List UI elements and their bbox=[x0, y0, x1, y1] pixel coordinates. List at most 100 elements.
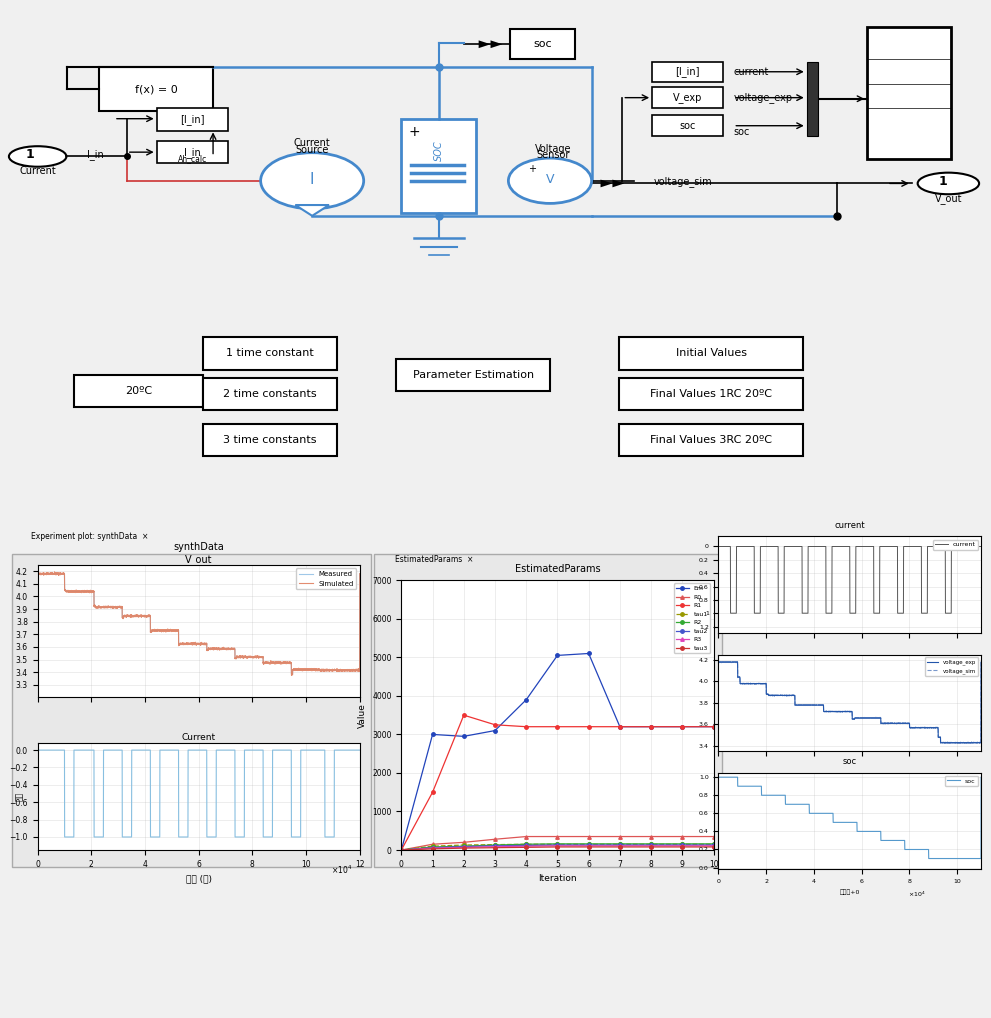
Em bbox=[708, 721, 719, 733]
Text: +: + bbox=[408, 125, 420, 139]
current bbox=[713, 541, 724, 553]
tau3 bbox=[395, 844, 407, 856]
Line: Em: Em bbox=[399, 652, 716, 852]
Legend: soc: soc bbox=[944, 776, 978, 786]
Ellipse shape bbox=[9, 147, 66, 167]
Measured bbox=[169, 624, 181, 636]
Em bbox=[395, 844, 407, 856]
tau1 bbox=[426, 840, 438, 852]
R2 bbox=[395, 844, 407, 856]
R1 bbox=[490, 719, 500, 731]
Text: voltage_sim: voltage_sim bbox=[654, 176, 713, 187]
Line: R0: R0 bbox=[399, 835, 716, 852]
Text: 전류: 전류 bbox=[15, 792, 24, 801]
tau3 bbox=[458, 842, 470, 854]
R0 bbox=[520, 831, 532, 843]
voltage_sim bbox=[825, 705, 836, 718]
Em bbox=[645, 721, 657, 733]
Line: current: current bbox=[718, 547, 981, 613]
FancyBboxPatch shape bbox=[203, 423, 337, 456]
Text: Experiment plot: synthData  ×: Experiment plot: synthData × bbox=[32, 532, 149, 542]
Text: V: V bbox=[546, 173, 554, 185]
tau2 bbox=[676, 839, 688, 851]
tau3 bbox=[583, 841, 595, 853]
soc bbox=[758, 789, 770, 801]
R3 bbox=[520, 840, 532, 852]
tau2 bbox=[426, 842, 438, 854]
current bbox=[724, 607, 736, 619]
tau3 bbox=[426, 843, 438, 855]
Simulated bbox=[328, 664, 340, 676]
Simulated bbox=[169, 624, 181, 636]
Text: Current: Current bbox=[293, 138, 331, 149]
Text: 1: 1 bbox=[26, 149, 34, 161]
Line: Measured: Measured bbox=[38, 574, 360, 674]
Em bbox=[490, 725, 500, 737]
FancyBboxPatch shape bbox=[619, 337, 803, 370]
Text: Voltage: Voltage bbox=[535, 145, 571, 155]
voltage_sim bbox=[742, 677, 754, 689]
tau2 bbox=[490, 840, 500, 852]
tau3 bbox=[708, 841, 719, 853]
FancyBboxPatch shape bbox=[99, 67, 213, 111]
R1 bbox=[613, 721, 626, 733]
tau1 bbox=[645, 838, 657, 850]
voltage_exp bbox=[975, 656, 987, 668]
R3 bbox=[551, 840, 563, 852]
soc bbox=[713, 771, 724, 783]
current bbox=[814, 541, 826, 553]
R0 bbox=[613, 831, 626, 843]
R1 bbox=[551, 721, 563, 733]
Simulated bbox=[32, 567, 44, 579]
FancyBboxPatch shape bbox=[157, 108, 228, 130]
Text: Final Values 1RC 20ºC: Final Values 1RC 20ºC bbox=[650, 389, 772, 399]
R0 bbox=[583, 831, 595, 843]
Simulated bbox=[354, 567, 366, 579]
Line: R3: R3 bbox=[399, 844, 716, 852]
Line: R2: R2 bbox=[399, 842, 716, 852]
voltage_sim bbox=[713, 657, 724, 669]
tau2 bbox=[395, 844, 407, 856]
voltage_exp bbox=[814, 699, 826, 712]
FancyBboxPatch shape bbox=[74, 375, 203, 407]
Text: Initial Values: Initial Values bbox=[676, 348, 746, 358]
Text: 1: 1 bbox=[939, 175, 947, 188]
R3 bbox=[645, 840, 657, 852]
tau2 bbox=[645, 839, 657, 851]
Text: f(x) = 0: f(x) = 0 bbox=[135, 84, 178, 94]
Text: Parameter Estimation: Parameter Estimation bbox=[412, 370, 534, 380]
Title: EstimatedParams: EstimatedParams bbox=[514, 564, 601, 574]
tau2 bbox=[551, 839, 563, 851]
Em bbox=[426, 728, 438, 740]
Simulated bbox=[266, 657, 277, 669]
FancyBboxPatch shape bbox=[807, 61, 818, 136]
tau3 bbox=[676, 841, 688, 853]
tau1 bbox=[708, 838, 719, 850]
R1 bbox=[395, 844, 407, 856]
Text: I_in: I_in bbox=[87, 150, 104, 160]
R2 bbox=[520, 838, 532, 850]
Text: Sensor: Sensor bbox=[536, 151, 570, 160]
Polygon shape bbox=[491, 41, 502, 48]
Polygon shape bbox=[295, 205, 329, 216]
Measured bbox=[354, 568, 366, 580]
voltage_sim bbox=[941, 737, 953, 749]
Legend: Measured, Simulated: Measured, Simulated bbox=[296, 568, 356, 589]
Circle shape bbox=[508, 158, 592, 204]
soc bbox=[825, 807, 836, 819]
R0 bbox=[426, 838, 438, 850]
R1 bbox=[645, 721, 657, 733]
voltage_sim bbox=[716, 656, 728, 668]
R2 bbox=[645, 838, 657, 850]
soc bbox=[923, 852, 935, 864]
Title: soc: soc bbox=[842, 757, 857, 767]
Text: soc: soc bbox=[680, 121, 696, 130]
R0 bbox=[708, 831, 719, 843]
Measured bbox=[328, 664, 340, 676]
R1 bbox=[458, 709, 470, 721]
voltage_sim bbox=[945, 737, 957, 749]
Text: soc: soc bbox=[733, 127, 750, 137]
tau2 bbox=[520, 839, 532, 851]
Text: V_exp: V_exp bbox=[673, 93, 703, 103]
FancyBboxPatch shape bbox=[652, 61, 723, 82]
